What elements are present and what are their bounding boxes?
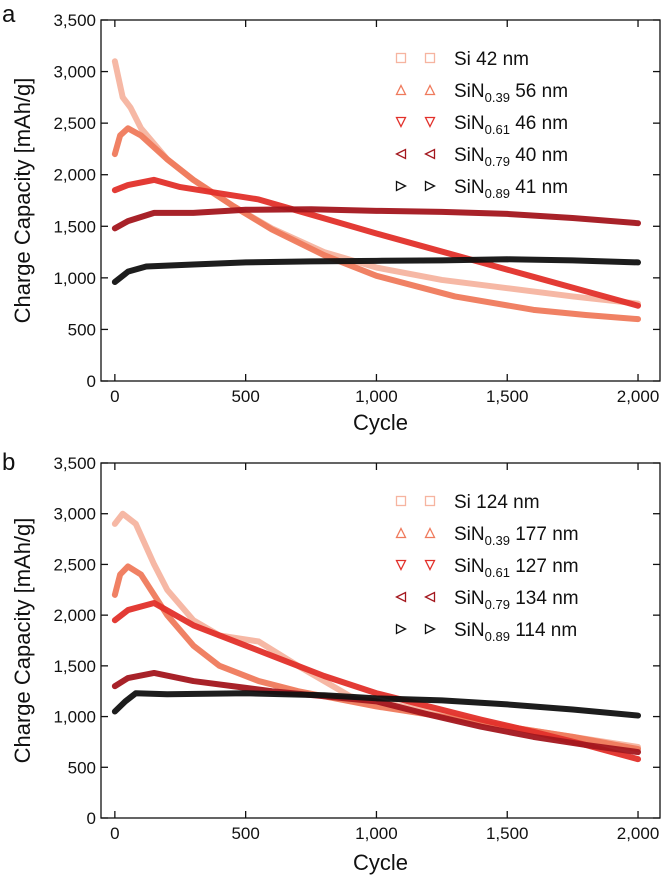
plot-frame [100, 462, 661, 819]
x-tick-label: 1,000 [355, 824, 398, 843]
x-tick-label: 500 [231, 387, 259, 406]
y-tick-label: 3,500 [53, 454, 96, 473]
series-line [111, 669, 642, 756]
legend-marker-icon [424, 495, 436, 507]
legend-marker-icon [424, 148, 436, 160]
series-3 [111, 206, 642, 232]
series-2 [111, 176, 642, 309]
legend-label: SiN0.89 41 nm [454, 177, 568, 201]
y-tick-label: 1,500 [53, 657, 96, 676]
y-tick-label: 2,500 [53, 555, 96, 574]
legend-marker-icon [424, 84, 436, 96]
legend-marker-icon [395, 591, 407, 603]
panel-a: a 0 500 1,000 1,500 2,000 2,500 3,000 3,500 0 500 1… [2, 1, 661, 435]
y-axis-label: Charge Capacity [mAh/g] [10, 518, 35, 764]
series-line [111, 125, 642, 323]
legend-marker-icon [395, 527, 407, 539]
x-tick-label: 1,500 [486, 387, 529, 406]
legend-item: SiN0.61 46 nm [395, 113, 568, 137]
legend-marker-icon [395, 180, 407, 192]
y-tick-label: 3,000 [53, 63, 96, 82]
legend: Si 124 nm SiN0.39 177 nm SiN0.61 127 nm SiN… [395, 492, 579, 644]
legend-item: SiN0.39 56 nm [395, 81, 568, 105]
y-axis-label: Charge Capacity [mAh/g] [10, 78, 35, 324]
y-tick-label: 500 [68, 320, 96, 339]
series-1 [111, 125, 642, 323]
legend-item: SiN0.79 134 nm [395, 588, 579, 612]
legend-marker-icon [395, 148, 407, 160]
y-tick-label: 1,000 [53, 708, 96, 727]
panel-label: a [2, 1, 16, 28]
x-tick-label: 2,000 [617, 387, 660, 406]
legend-item: SiN0.39 177 nm [395, 524, 579, 548]
legend-item: Si 42 nm [395, 49, 529, 70]
legend-marker-icon [424, 591, 436, 603]
panel-label: b [2, 449, 15, 476]
legend-marker-icon [395, 84, 407, 96]
legend-item: SiN0.89 41 nm [395, 177, 568, 201]
legend-marker-icon [424, 116, 436, 128]
panel-b: b 0 500 1,000 1,500 2,000 2,500 3,000 3,500 0 500 1… [2, 449, 661, 875]
legend-item: SiN0.79 40 nm [395, 145, 568, 169]
y-tick-label: 500 [68, 758, 96, 777]
legend-label: SiN0.79 40 nm [454, 145, 568, 169]
y-tick-label: 2,000 [53, 166, 96, 185]
legend: Si 42 nm SiN0.39 56 nm SiN0.61 46 nm SiN0.7… [395, 49, 568, 201]
series-4 [111, 256, 642, 285]
y-tick-label: 1,500 [53, 217, 96, 236]
legend-marker-icon [395, 52, 407, 64]
legend-label: Si 42 nm [454, 49, 529, 70]
legend-marker-icon [395, 559, 407, 571]
x-axis-label: Cycle [353, 410, 408, 435]
y-tick-label: 2,500 [53, 114, 96, 133]
legend-label: SiN0.79 134 nm [454, 588, 579, 612]
x-tick-label: 0 [110, 387, 119, 406]
x-tick-label: 1,000 [355, 387, 398, 406]
legend-item: SiN0.89 114 nm [395, 620, 577, 644]
legend-label: SiN0.39 56 nm [454, 81, 568, 105]
legend-marker-icon [395, 623, 407, 635]
y-tick-label: 0 [87, 372, 96, 391]
legend-marker-icon [424, 527, 436, 539]
legend-label: SiN0.89 114 nm [454, 620, 577, 644]
legend-marker-icon [424, 180, 436, 192]
legend-marker-icon [424, 559, 436, 571]
legend-label: SiN0.61 46 nm [454, 113, 568, 137]
y-tick-label: 3,500 [53, 11, 96, 30]
legend-marker-icon [395, 116, 407, 128]
x-tick-label: 0 [110, 824, 119, 843]
legend-marker-icon [395, 495, 407, 507]
legend-item: Si 124 nm [395, 492, 540, 513]
x-axis-label: Cycle [353, 850, 408, 875]
legend-item: SiN0.61 127 nm [395, 556, 579, 580]
y-tick-label: 2,000 [53, 606, 96, 625]
y-tick-label: 0 [87, 809, 96, 828]
x-tick-label: 2,000 [617, 824, 660, 843]
series-line [111, 206, 642, 232]
y-tick-label: 3,000 [53, 505, 96, 524]
x-tick-label: 500 [231, 824, 259, 843]
series-4 [111, 690, 642, 719]
series-line [111, 176, 642, 309]
x-tick-label: 1,500 [486, 824, 529, 843]
y-tick-label: 1,000 [53, 269, 96, 288]
legend-label: Si 124 nm [454, 492, 540, 513]
series-2 [111, 599, 642, 763]
legend-marker-icon [424, 623, 436, 635]
legend-label: SiN0.39 177 nm [454, 524, 579, 548]
series-3 [111, 669, 642, 756]
legend-marker-icon [424, 52, 436, 64]
legend-label: SiN0.61 127 nm [454, 556, 579, 580]
plot-frame [100, 19, 661, 382]
